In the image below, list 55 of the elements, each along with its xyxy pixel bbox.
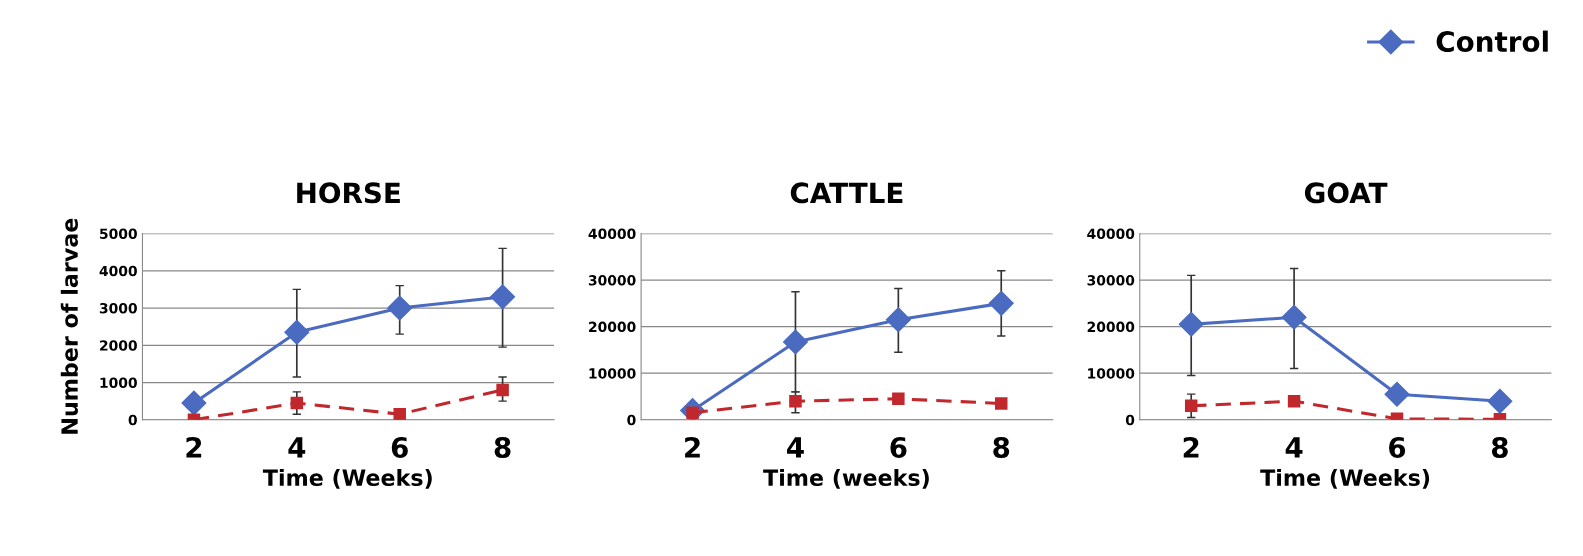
point [181, 390, 207, 416]
y-tick-label: 3000 [99, 302, 137, 314]
x-tick-label: 8 [494, 436, 511, 458]
chart-title: GOAT [1304, 182, 1388, 204]
y-axis-title: Number of larvae [60, 218, 78, 434]
x-tick-label: 2 [1183, 436, 1199, 458]
x-axis-title: Time (Weeks) [262, 468, 432, 489]
chart-title: CATTLE [790, 182, 903, 204]
y-tick-label: 40000 [588, 228, 636, 239]
y-tick-label: 20000 [1087, 321, 1135, 333]
point [1287, 394, 1301, 408]
point [393, 407, 406, 420]
y-tick-label: 0 [128, 414, 137, 426]
point [892, 392, 905, 406]
x-tick-label: 4 [288, 437, 306, 458]
x-tick-label: 4 [787, 437, 804, 458]
point [782, 329, 808, 355]
x-tick-label: 6 [1389, 436, 1406, 458]
point [387, 295, 413, 321]
x-axis-title: Time (weeks) [763, 468, 929, 489]
point [1178, 311, 1204, 337]
point [885, 307, 911, 333]
point [1487, 388, 1513, 414]
point [290, 396, 304, 410]
y-tick-label: 40000 [1087, 228, 1135, 239]
chart-title: HORSE [297, 182, 400, 204]
y-tick-label: 30000 [1087, 275, 1135, 286]
point [1281, 304, 1307, 330]
y-tick-label: 4000 [99, 265, 137, 277]
x-tick-label: 2 [685, 436, 700, 458]
y-tick-label: 20000 [589, 321, 636, 333]
y-tick-label: 10000 [1088, 368, 1135, 379]
y-tick-label: 0 [627, 414, 636, 426]
x-axis-title: Time (Weeks) [1260, 468, 1430, 489]
legend-label: Control [1436, 30, 1548, 53]
point [789, 394, 802, 408]
point [988, 290, 1014, 316]
y-tick-label: 30000 [588, 275, 636, 286]
x-tick-label: 8 [1491, 436, 1508, 458]
y-tick-label: 1000 [100, 377, 137, 388]
point [1184, 399, 1198, 413]
x-tick-label: 8 [993, 436, 1010, 458]
x-tick-label: 4 [1285, 437, 1303, 458]
x-tick-label: 2 [186, 436, 202, 458]
point [284, 319, 310, 345]
point [1384, 381, 1410, 407]
y-tick-label: 10000 [589, 368, 636, 379]
point [994, 397, 1008, 410]
y-tick-label: 0 [1125, 414, 1135, 426]
point [496, 383, 509, 397]
y-tick-label: 2000 [100, 340, 137, 351]
point [490, 284, 516, 310]
y-tick-label: 5000 [100, 228, 137, 239]
x-tick-label: 6 [890, 436, 907, 458]
x-tick-label: 6 [391, 436, 408, 458]
